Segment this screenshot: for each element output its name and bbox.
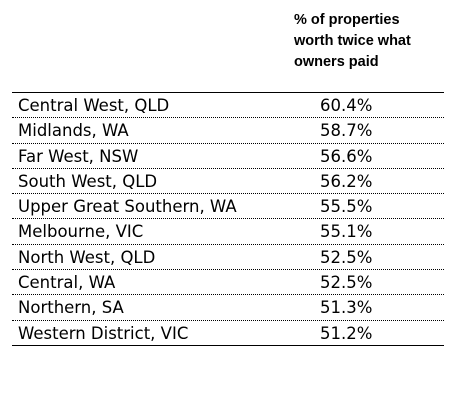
region-cell: Central West, QLD (18, 96, 170, 115)
table-row: Northern, SA 51.3% (12, 295, 444, 321)
percent-cell: 58.7% (320, 121, 373, 141)
table-row: Far West, NSW 56.6% (12, 144, 444, 169)
table-row: South West, QLD 56.2% (12, 169, 444, 195)
properties-table: Central West, QLD 60.4% Midlands, WA 58.… (12, 92, 444, 346)
table-row: Upper Great Southern, WA 55.5% (12, 194, 444, 220)
region-cell: Melbourne, VIC (18, 222, 144, 242)
percent-cell: 55.1% (320, 222, 373, 242)
region-cell: Central, WA (18, 273, 116, 293)
table-row: Midlands, WA 58.7% (12, 118, 444, 144)
column-header: % of properties worth twice what owners … (294, 10, 464, 73)
table-row: Melbourne, VIC 55.1% (12, 219, 444, 245)
region-cell: Midlands, WA (18, 121, 129, 141)
percent-cell: 52.5% (320, 247, 373, 267)
percent-cell: 60.4% (320, 96, 373, 115)
column-header-line-1: % of properties (294, 12, 400, 28)
region-cell: Northern, SA (18, 298, 124, 318)
percent-cell: 56.6% (320, 146, 373, 166)
table-row: North West, QLD 52.5% (12, 245, 444, 271)
region-cell: Upper Great Southern, WA (18, 197, 237, 217)
column-header-line-3: owners paid (294, 54, 379, 70)
percent-cell: 51.3% (320, 298, 373, 318)
percent-cell: 55.5% (320, 197, 373, 217)
column-header-line-2: worth twice what (294, 33, 411, 49)
region-cell: Far West, NSW (18, 146, 139, 166)
percent-cell: 51.2% (320, 323, 373, 343)
region-cell: South West, QLD (18, 171, 158, 191)
table-row: Central West, QLD 60.4% (12, 93, 444, 119)
table-row: Western District, VIC 51.2% (12, 321, 444, 346)
percent-cell: 52.5% (320, 273, 373, 293)
region-cell: Western District, VIC (18, 323, 189, 343)
region-cell: North West, QLD (18, 247, 156, 267)
table-row: Central, WA 52.5% (12, 270, 444, 296)
percent-cell: 56.2% (320, 171, 373, 191)
